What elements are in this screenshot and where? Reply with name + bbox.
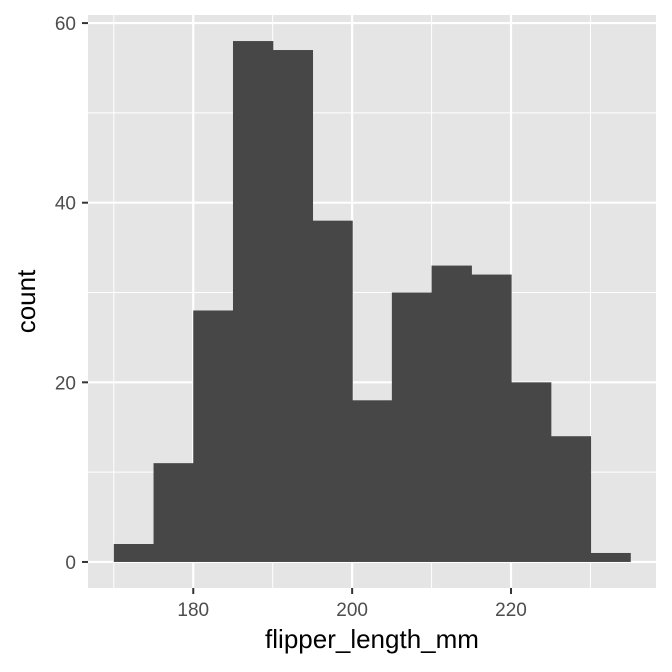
histogram-bar bbox=[590, 552, 631, 562]
x-axis-title: flipper_length_mm bbox=[265, 624, 479, 654]
histogram-bar bbox=[312, 220, 353, 562]
y-tick-label: 20 bbox=[55, 373, 76, 394]
y-tick-label: 0 bbox=[65, 553, 76, 574]
x-tick-label: 180 bbox=[177, 600, 209, 621]
histogram-bar bbox=[431, 265, 472, 562]
y-axis: 0 20 40 60 bbox=[55, 14, 88, 574]
histogram-bar bbox=[272, 50, 314, 562]
x-tick-label: 220 bbox=[495, 600, 527, 621]
x-axis: 180 200 220 bbox=[177, 588, 527, 621]
histogram-bar bbox=[153, 463, 194, 562]
y-tick-label: 40 bbox=[55, 194, 76, 215]
histogram-bar bbox=[352, 400, 393, 562]
histogram-bar bbox=[113, 543, 155, 562]
y-tick-label: 60 bbox=[55, 14, 76, 35]
histogram-bar bbox=[391, 292, 433, 562]
histogram-bar bbox=[511, 382, 552, 562]
histogram-bar bbox=[232, 41, 274, 562]
x-tick-label: 200 bbox=[336, 600, 368, 621]
histogram-bar bbox=[550, 436, 592, 562]
histogram-bars bbox=[113, 41, 631, 562]
histogram-bar bbox=[471, 274, 512, 562]
y-axis-title: count bbox=[11, 269, 41, 333]
histogram-bar bbox=[193, 310, 234, 562]
